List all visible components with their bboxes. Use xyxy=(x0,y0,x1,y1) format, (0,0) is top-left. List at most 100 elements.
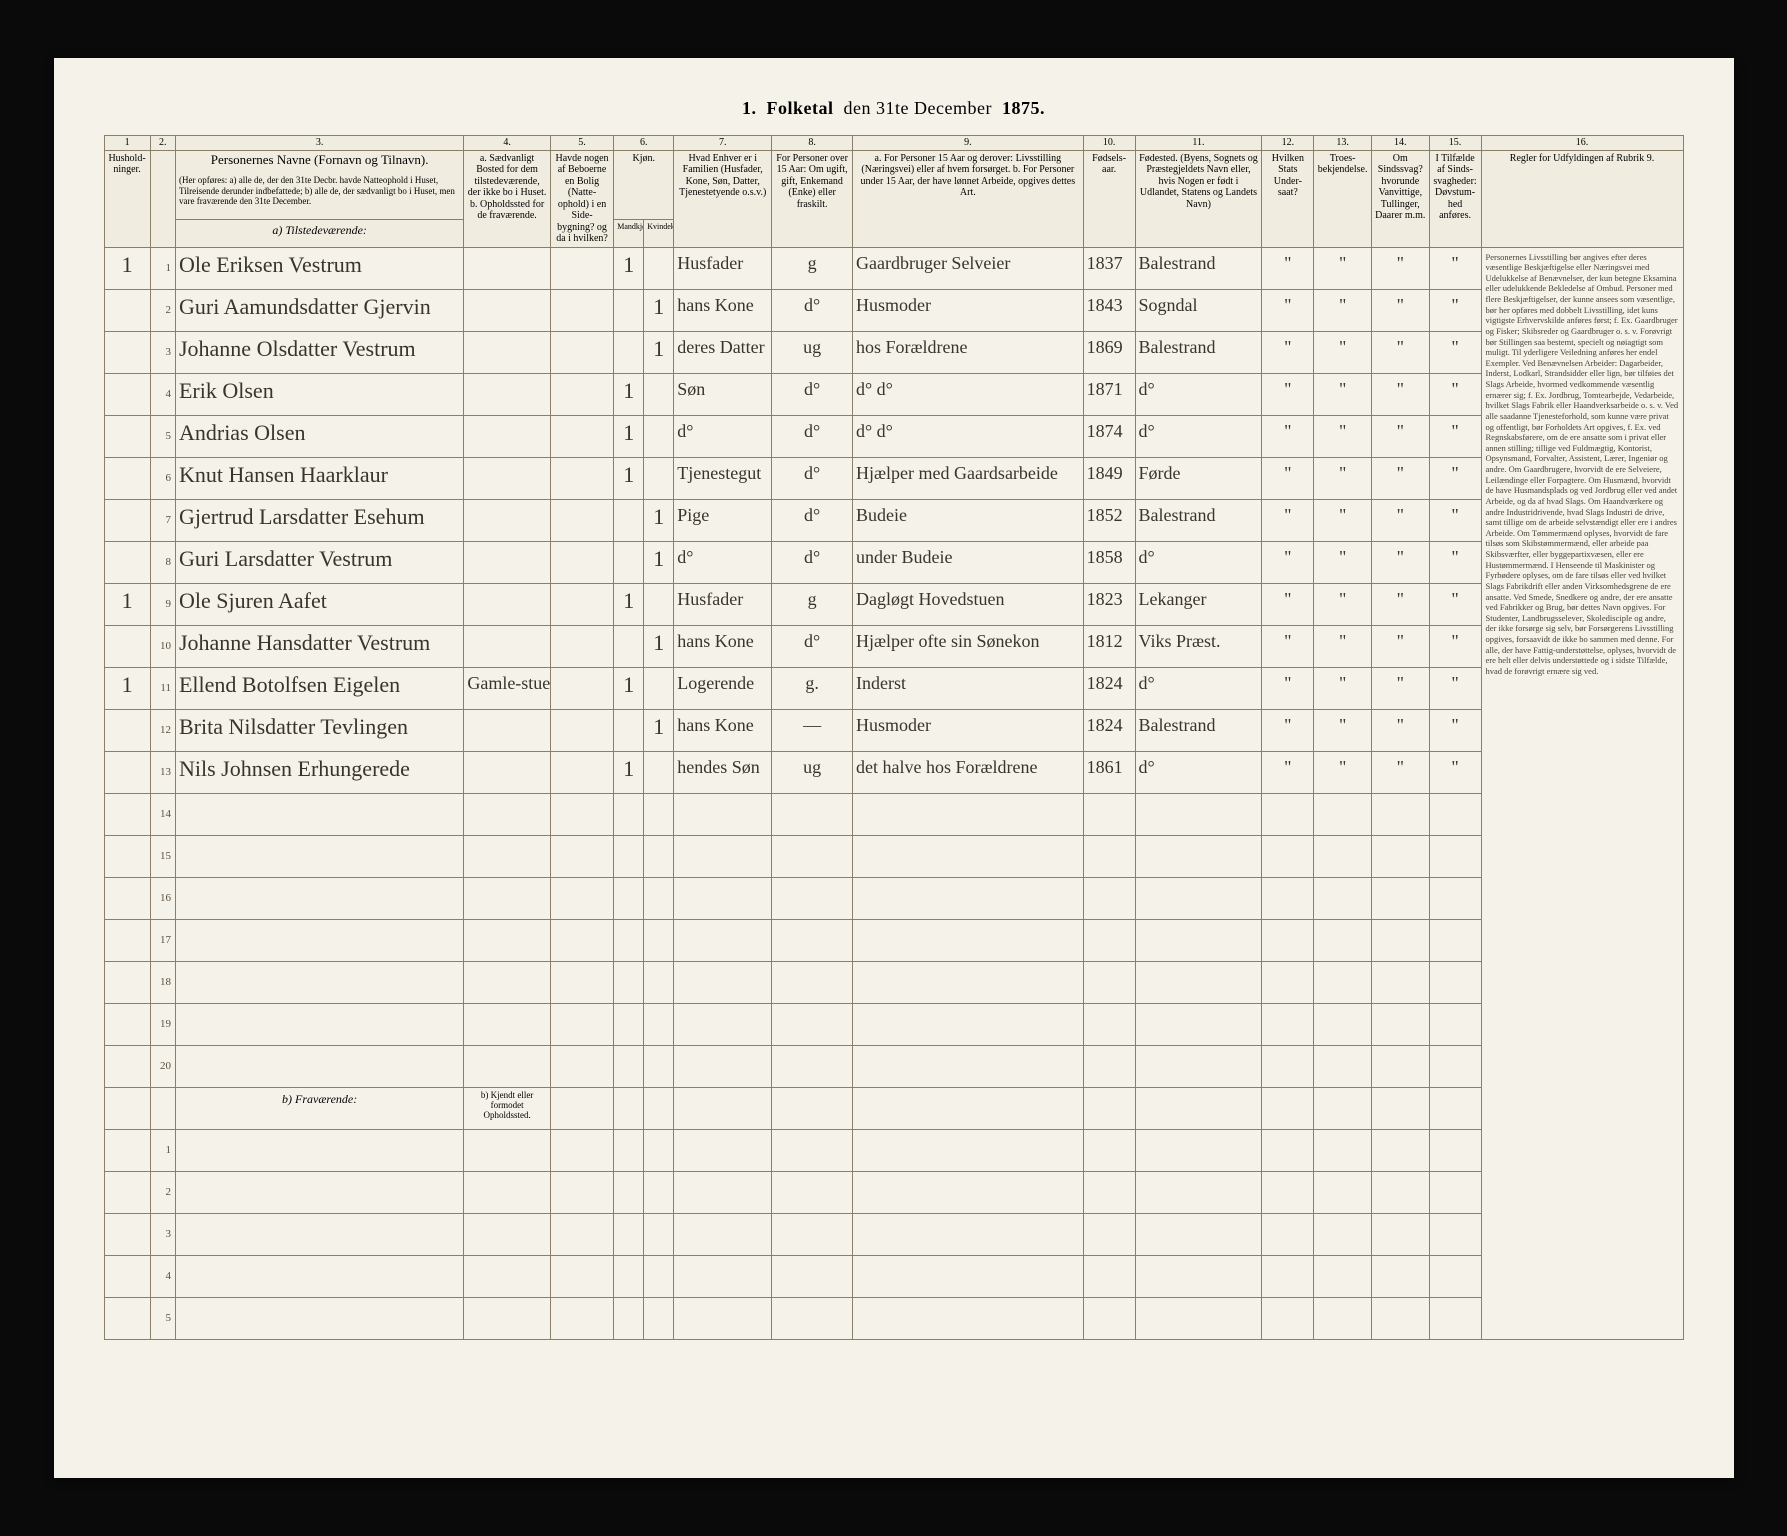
cell: " xyxy=(1314,415,1372,457)
colnum: 10. xyxy=(1083,136,1135,151)
cell xyxy=(644,373,674,415)
row-number: 5 xyxy=(150,1297,175,1339)
cell: " xyxy=(1429,457,1481,499)
cell: 1 xyxy=(104,583,150,625)
cell xyxy=(1314,919,1372,961)
row-number: 6 xyxy=(150,457,175,499)
cell xyxy=(550,457,613,499)
cell xyxy=(772,1297,853,1339)
cell xyxy=(614,289,644,331)
cell: Ole Eriksen Vestrum xyxy=(175,247,463,289)
col-male: Mandkjøn. xyxy=(614,220,644,247)
cell xyxy=(772,1087,853,1129)
cell: " xyxy=(1262,331,1314,373)
cell: Erik Olsen xyxy=(175,373,463,415)
cell xyxy=(644,1087,674,1129)
cell xyxy=(464,751,551,793)
cell: hos Forældrene xyxy=(852,331,1083,373)
cell xyxy=(614,1255,644,1297)
row-number: 4 xyxy=(150,1255,175,1297)
cell xyxy=(104,331,150,373)
cell xyxy=(1429,1297,1481,1339)
cell: 1849 xyxy=(1083,457,1135,499)
cell xyxy=(1371,1213,1429,1255)
cell xyxy=(614,793,644,835)
cell: hans Kone xyxy=(674,289,772,331)
cell: " xyxy=(1429,289,1481,331)
cell: Sogndal xyxy=(1135,289,1262,331)
cell xyxy=(614,499,644,541)
cell: d° xyxy=(674,415,772,457)
cell: 1858 xyxy=(1083,541,1135,583)
cell: Balestrand xyxy=(1135,709,1262,751)
cell: 1 xyxy=(104,667,150,709)
cell xyxy=(464,1297,551,1339)
cell xyxy=(550,877,613,919)
cell: Ellend Botolfsen Eigelen xyxy=(175,667,463,709)
cell: hendes Søn xyxy=(674,751,772,793)
cell: " xyxy=(1314,583,1372,625)
cell xyxy=(464,331,551,373)
cell xyxy=(1135,961,1262,1003)
cell xyxy=(1314,1087,1372,1129)
cell xyxy=(1135,835,1262,877)
cell: 1843 xyxy=(1083,289,1135,331)
cell: d° d° xyxy=(852,373,1083,415)
cell xyxy=(550,1255,613,1297)
cell xyxy=(1371,1297,1429,1339)
cell xyxy=(1083,1213,1135,1255)
cell: d° xyxy=(1135,541,1262,583)
cell xyxy=(614,541,644,583)
cell xyxy=(175,1213,463,1255)
section-present: a) Tilstedeværende: xyxy=(175,220,463,247)
cell xyxy=(550,1087,613,1129)
cell xyxy=(175,793,463,835)
cell xyxy=(614,835,644,877)
cell xyxy=(104,1213,150,1255)
cell xyxy=(1429,1255,1481,1297)
section-divider: b) Fraværende:b) Kjendt eller formodet O… xyxy=(104,1087,1683,1129)
cell xyxy=(1371,1087,1429,1129)
col-residence: a. Sædvanligt Bosted for dem tilstedevær… xyxy=(464,150,551,247)
cell xyxy=(550,1213,613,1255)
row-number: 15 xyxy=(150,835,175,877)
col-marital: For Personer over 15 Aar: Om ugift, gift… xyxy=(772,150,853,247)
cell xyxy=(550,1003,613,1045)
cell: " xyxy=(1262,751,1314,793)
cell xyxy=(1262,1297,1314,1339)
cell: " xyxy=(1262,667,1314,709)
cell: " xyxy=(1262,415,1314,457)
cell xyxy=(104,373,150,415)
cell: " xyxy=(1314,541,1372,583)
cell xyxy=(464,1255,551,1297)
cell xyxy=(674,1297,772,1339)
cell xyxy=(104,457,150,499)
cell: Husmoder xyxy=(852,709,1083,751)
cell: " xyxy=(1371,331,1429,373)
cell xyxy=(1083,1087,1135,1129)
cell: 1 xyxy=(644,625,674,667)
cell xyxy=(644,1045,674,1087)
cell xyxy=(550,709,613,751)
cell: " xyxy=(1314,457,1372,499)
cell: " xyxy=(1314,247,1372,289)
table-row: 111Ellend Botolfsen EigelenGamle-stuen1L… xyxy=(104,667,1683,709)
colnum: 16. xyxy=(1481,136,1683,151)
table-row: 10Johanne Hansdatter Vestrum1hans Koned°… xyxy=(104,625,1683,667)
cell xyxy=(674,919,772,961)
cell xyxy=(464,583,551,625)
colnum: 3. xyxy=(175,136,463,151)
cell xyxy=(614,1129,644,1171)
cell xyxy=(1135,919,1262,961)
cell: 1871 xyxy=(1083,373,1135,415)
cell xyxy=(550,625,613,667)
cell: " xyxy=(1371,625,1429,667)
col-female: Kvindekjøn. xyxy=(644,220,674,247)
col-religion: Troes-bekjendelse. xyxy=(1314,150,1372,247)
row-number: 16 xyxy=(150,877,175,919)
cell xyxy=(1429,1213,1481,1255)
table-header: 1 2. 3. 4. 5. 6. 7. 8. 9. 10. 11. 12. 13… xyxy=(104,136,1683,248)
cell: 1 xyxy=(644,499,674,541)
cell: " xyxy=(1262,583,1314,625)
cell: " xyxy=(1262,499,1314,541)
